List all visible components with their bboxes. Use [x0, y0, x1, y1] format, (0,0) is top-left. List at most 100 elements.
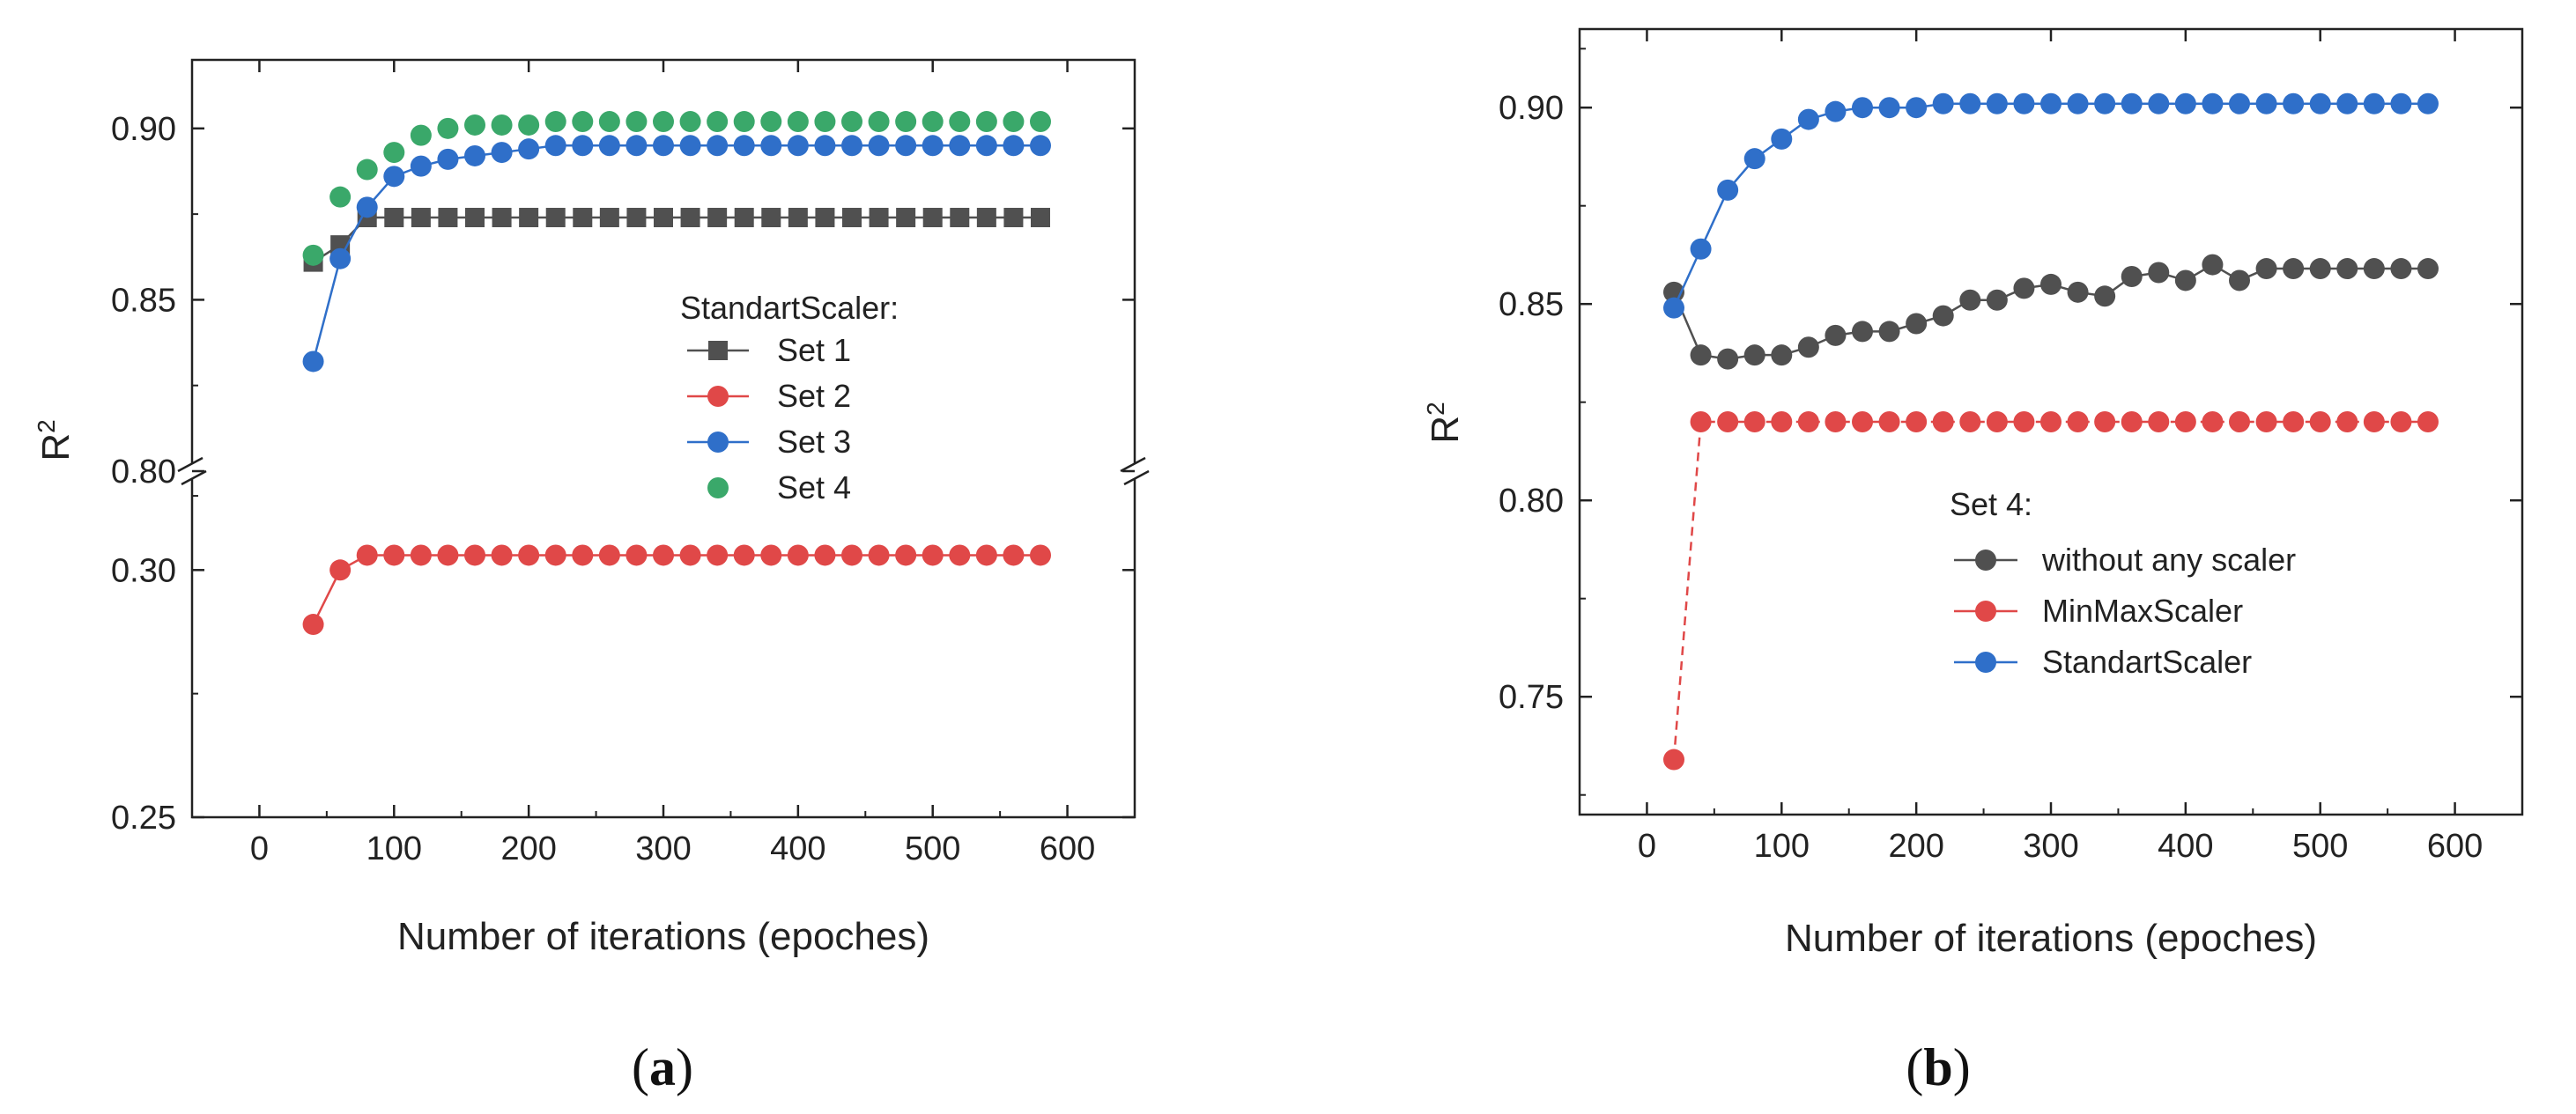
- y-axis-title: R2: [33, 419, 78, 461]
- legend-swatch-marker: [707, 477, 729, 498]
- series-line: [312, 144, 1040, 362]
- x-axis-title: Number of iterations (epoches): [397, 915, 929, 958]
- series-set-4: [302, 111, 1051, 266]
- y-tick-label: 0.85: [111, 282, 176, 319]
- data-point: [1959, 92, 1981, 114]
- data-point: [1743, 344, 1765, 366]
- data-point: [1797, 336, 1819, 358]
- data-point: [949, 544, 971, 566]
- data-point: [1986, 92, 2008, 114]
- chart-panel-a: 0 100 200 300 400 500 600 0.80 0.85 0.90 0.25 0.30 N…: [33, 58, 1150, 958]
- data-point: [922, 208, 943, 228]
- data-point: [625, 111, 648, 133]
- data-point: [760, 544, 782, 566]
- data-point: [1003, 208, 1024, 228]
- y-tick-label: 0.90: [111, 111, 176, 148]
- x-tick-label: 100: [1754, 828, 1810, 865]
- x-tick-label: 600: [2427, 828, 2483, 865]
- data-point: [2148, 92, 2170, 114]
- data-point: [787, 544, 809, 566]
- data-point: [1003, 135, 1025, 157]
- data-point: [383, 166, 405, 188]
- data-point: [1771, 411, 1793, 432]
- x-tick-label: 600: [1040, 830, 1095, 867]
- data-point: [1797, 108, 1819, 130]
- data-point: [2013, 277, 2035, 299]
- data-point: [1959, 289, 1981, 311]
- data-point: [841, 111, 862, 133]
- data-point: [2255, 92, 2277, 114]
- data-point: [2229, 269, 2250, 291]
- y-tick-label: 0.30: [111, 552, 176, 589]
- series-set-1: [303, 208, 1050, 272]
- data-point: [707, 208, 728, 228]
- data-point: [949, 111, 971, 133]
- data-point: [1986, 411, 2008, 432]
- data-point: [895, 544, 917, 566]
- data-point: [2229, 92, 2250, 114]
- x-tick-label: 300: [635, 830, 691, 867]
- data-point: [2174, 411, 2196, 432]
- data-point: [1717, 179, 1739, 201]
- data-point: [2067, 281, 2089, 303]
- data-point: [654, 208, 673, 228]
- data-point: [1663, 749, 1684, 771]
- data-point: [1771, 128, 1793, 150]
- y-tick-label: 0.75: [1499, 679, 1564, 716]
- data-point: [2148, 411, 2170, 432]
- data-point: [302, 244, 324, 266]
- legend-swatch-marker: [707, 386, 729, 407]
- data-point: [2336, 258, 2358, 280]
- data-point: [2013, 411, 2035, 432]
- data-point: [626, 208, 647, 228]
- data-point: [2390, 92, 2412, 114]
- data-point: [1031, 208, 1050, 228]
- data-point: [410, 544, 432, 566]
- data-point: [1743, 148, 1765, 170]
- data-point: [2336, 411, 2358, 432]
- data-point: [922, 135, 944, 157]
- data-point: [1932, 305, 1954, 327]
- data-point: [1852, 97, 1873, 119]
- data-point: [2121, 92, 2143, 114]
- series-standartscaler: [1663, 92, 2439, 319]
- data-point: [2067, 411, 2089, 432]
- data-point: [2040, 411, 2062, 432]
- data-point: [1932, 411, 1954, 432]
- data-point: [2283, 411, 2305, 432]
- data-point: [437, 148, 459, 170]
- data-point: [464, 144, 485, 166]
- data-point: [975, 544, 997, 566]
- x-tick-label: 400: [2158, 828, 2213, 865]
- data-point: [733, 135, 755, 157]
- data-point: [1690, 238, 1712, 260]
- data-point: [1690, 344, 1712, 366]
- data-point: [302, 350, 324, 373]
- series-without-any-scaler: [1663, 254, 2439, 370]
- data-point: [680, 208, 700, 228]
- series-set-2: [302, 544, 1051, 636]
- data-point: [2390, 258, 2412, 280]
- data-point: [572, 544, 594, 566]
- data-point: [2309, 411, 2331, 432]
- data-point: [2417, 92, 2439, 114]
- data-point: [975, 111, 997, 133]
- data-point: [2363, 92, 2385, 114]
- data-point: [598, 135, 620, 157]
- data-point: [869, 208, 889, 228]
- data-point: [1852, 411, 1873, 432]
- data-point: [1852, 321, 1873, 343]
- data-point: [2040, 273, 2062, 295]
- data-point: [2148, 262, 2170, 284]
- legend-swatch-marker: [708, 341, 728, 360]
- axis-break-mark: [177, 456, 204, 473]
- data-point: [842, 208, 862, 228]
- data-point: [1030, 135, 1051, 157]
- data-point: [1932, 92, 1954, 114]
- data-point: [734, 208, 754, 228]
- data-point: [1030, 544, 1051, 566]
- legend-swatch-marker: [1975, 550, 1996, 571]
- data-point: [707, 544, 729, 566]
- data-point: [2202, 411, 2224, 432]
- data-point: [2202, 92, 2224, 114]
